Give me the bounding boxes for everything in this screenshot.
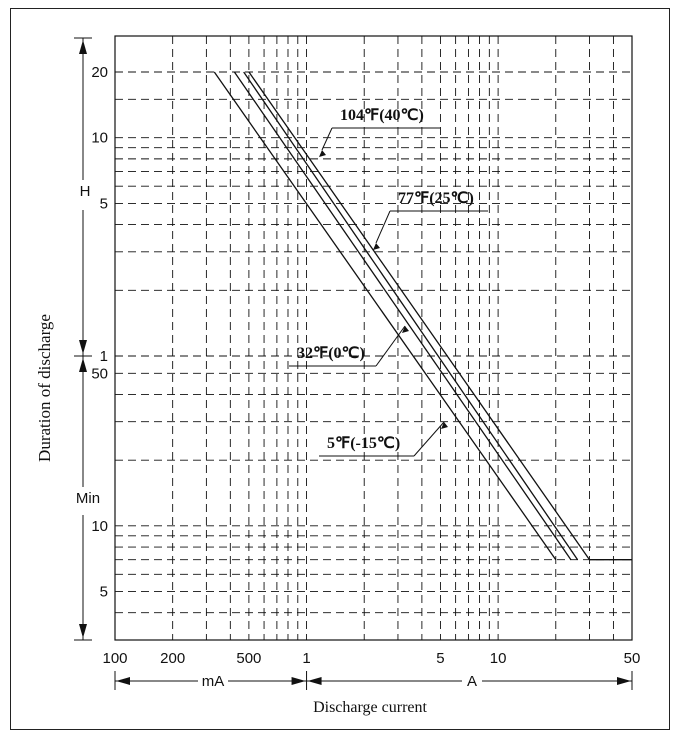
callout-leader bbox=[413, 421, 445, 457]
arrow-head bbox=[79, 340, 87, 354]
x-unit-ma: mA bbox=[202, 673, 225, 690]
series-label-2: 32℉(0℃) bbox=[297, 345, 365, 362]
y-tick-label: 10 bbox=[91, 130, 108, 147]
y-tick-label: 1 bbox=[100, 348, 108, 365]
arrow-head bbox=[79, 624, 87, 638]
x-tick-label: 1 bbox=[302, 650, 310, 667]
series-label-1: 77℉(25℃) bbox=[398, 190, 474, 207]
arrow-head bbox=[307, 677, 322, 685]
arrow-head bbox=[617, 677, 631, 685]
y-tick-label: 5 bbox=[100, 195, 108, 212]
callout-leader bbox=[321, 127, 333, 151]
x-tick-label: 50 bbox=[624, 650, 641, 667]
labels: 100 200 500 1 5 10 5020105150105104℉(40℃)77℉(2… bbox=[91, 64, 640, 667]
y-unit-min: Min bbox=[76, 490, 100, 507]
y-tick-label: 10 bbox=[91, 518, 108, 535]
x-tick-label: 500 bbox=[236, 650, 261, 667]
arrow-head bbox=[291, 677, 306, 685]
chart-frame bbox=[10, 8, 670, 730]
axes bbox=[74, 37, 633, 690]
x-tick-label: 200 bbox=[160, 650, 185, 667]
series-line-1 bbox=[243, 71, 579, 561]
series-lines bbox=[213, 71, 632, 561]
arrow-head bbox=[79, 358, 87, 372]
x-tick-label: 5 bbox=[436, 650, 444, 667]
series-line-3 bbox=[213, 71, 557, 561]
callout-arrow bbox=[402, 326, 409, 333]
y-tick-label: 20 bbox=[91, 64, 108, 81]
y-axis-title: Duration of discharge bbox=[35, 314, 54, 462]
x-unit-a: A bbox=[467, 673, 477, 690]
callout-arrow bbox=[319, 150, 326, 157]
callout-arrow bbox=[441, 422, 448, 429]
arrow-head bbox=[79, 40, 87, 54]
x-tick-label: 10 bbox=[490, 650, 507, 667]
y-tick-label: 5 bbox=[100, 584, 108, 601]
callout-leader bbox=[375, 325, 406, 367]
x-tick-label: 100 bbox=[102, 650, 127, 667]
grid bbox=[114, 35, 633, 641]
plot-border bbox=[114, 35, 633, 641]
series-label-3: 5℉(-15℃) bbox=[327, 435, 400, 452]
callout-leader bbox=[375, 210, 391, 244]
arrow-head bbox=[116, 677, 130, 685]
x-axis-title: Discharge current bbox=[313, 699, 427, 716]
series-line-0 bbox=[248, 71, 591, 561]
y-unit-h: H bbox=[80, 183, 91, 200]
series-line-2 bbox=[233, 71, 572, 561]
y-tick-label: 50 bbox=[91, 365, 108, 382]
callout-arrow bbox=[373, 243, 380, 250]
series-label-0: 104℉(40℃) bbox=[340, 107, 424, 124]
